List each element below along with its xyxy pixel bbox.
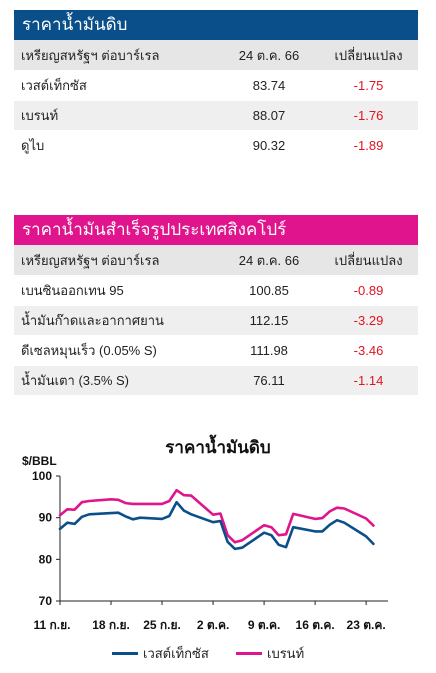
product-price: 76.11 — [253, 373, 285, 388]
series-line-wti — [58, 500, 375, 551]
product-price: 100.85 — [249, 283, 289, 298]
y-tick-label: 100 — [32, 469, 52, 483]
legend-label-brent: เบรนท์ — [267, 646, 305, 661]
legend-swatch-brent — [236, 652, 262, 655]
y-axis-unit-label: $/BBL — [22, 454, 57, 468]
x-tick-label: 11 ก.ย. — [34, 618, 71, 632]
oil-price: 83.74 — [252, 78, 286, 93]
oil-price: 88.07 — [252, 108, 286, 123]
x-tick-label: 9 ต.ค. — [248, 618, 281, 632]
product-change: -3.29 — [353, 313, 384, 328]
table-row: น้ำมันเตา (3.5% S) 76.11 -1.14 — [14, 366, 418, 396]
y-tick-label: 70 — [39, 594, 53, 608]
x-tick-label: 2 ต.ค. — [197, 618, 230, 632]
oil-change: -1.76 — [353, 108, 384, 123]
header-date: 24 ต.ค. 66 — [238, 252, 300, 268]
product-name: น้ำมันเตา (3.5% S) — [21, 373, 130, 388]
legend-label-wti: เวสต์เท็กซัส — [143, 646, 209, 661]
crude-oil-price-panel: ราคาน้ำมันดิบ เหรียญสหรัฐฯ ต่อบาร์เรล 24… — [14, 10, 418, 161]
chart-legend: เวสต์เท็กซัส เบรนท์ — [0, 643, 436, 663]
product-price: 112.15 — [249, 313, 289, 328]
crude-oil-header-row: เหรียญสหรัฐฯ ต่อบาร์เรล 24 ต.ค. 66 เปลี่… — [14, 40, 418, 71]
product-change: -1.14 — [353, 373, 384, 388]
singapore-header-row: เหรียญสหรัฐฯ ต่อบาร์เรล 24 ต.ค. 66 เปลี่… — [14, 245, 418, 276]
table-row: เวสต์เท็กซัส 83.74 -1.75 — [14, 71, 418, 101]
x-tick-label: 25 ก.ย. — [143, 618, 181, 632]
table-row: เบนซินออกเทน 95 100.85 -0.89 — [14, 276, 418, 306]
oil-price: 90.32 — [252, 138, 286, 153]
crude-oil-title: ราคาน้ำมันดิบ — [14, 10, 418, 40]
line-chart-svg: 70 80 90 100 11 ก.ย. 18 ก.ย. 25 ก.ย. 2 ต.ค. 9 ต.… — [32, 469, 388, 632]
product-change: -0.89 — [353, 283, 384, 298]
table-row: ดูไบ 90.32 -1.89 — [14, 131, 418, 161]
x-tick-label: 16 ต.ค. — [296, 618, 335, 632]
legend-item-brent: เบรนท์ — [236, 643, 304, 664]
header-change: เปลี่ยนแปลง — [334, 47, 403, 63]
singapore-product-price-panel: ราคาน้ำมันสำเร็จรูปประเทศสิงคโปร์ เหรียญ… — [14, 215, 418, 396]
crude-oil-price-chart: 70 80 90 100 11 ก.ย. 18 ก.ย. 25 ก.ย. 2 ต.ค. 9 ต.… — [0, 425, 436, 673]
oil-change: -1.89 — [353, 138, 384, 153]
oil-name: เบรนท์ — [21, 108, 59, 123]
table-row: น้ำมันก๊าดและอากาศยาน 112.15 -3.29 — [14, 306, 418, 336]
y-tick-label: 90 — [39, 511, 53, 525]
oil-name: ดูไบ — [21, 138, 45, 153]
chart-title: ราคาน้ำมันดิบ — [165, 438, 271, 457]
y-tick-label: 80 — [39, 552, 53, 566]
header-date: 24 ต.ค. 66 — [238, 47, 300, 63]
legend-item-wti: เวสต์เท็กซัส — [112, 643, 209, 664]
table-row: ดีเซลหมุนเร็ว (0.05% S) 111.98 -3.46 — [14, 336, 418, 366]
legend-swatch-wti — [112, 652, 138, 655]
header-unit: เหรียญสหรัฐฯ ต่อบาร์เรล — [21, 252, 160, 268]
header-unit: เหรียญสหรัฐฯ ต่อบาร์เรล — [21, 47, 160, 63]
singapore-title: ราคาน้ำมันสำเร็จรูปประเทศสิงคโปร์ — [14, 215, 418, 245]
x-tick-label: 18 ก.ย. — [92, 618, 130, 632]
oil-change: -1.75 — [353, 78, 384, 93]
header-change: เปลี่ยนแปลง — [334, 252, 403, 268]
series-line-brent — [58, 488, 375, 544]
product-change: -3.46 — [353, 343, 384, 358]
x-tick-label: 23 ต.ค. — [347, 618, 386, 632]
table-row: เบรนท์ 88.07 -1.76 — [14, 101, 418, 131]
product-name: น้ำมันก๊าดและอากาศยาน — [21, 313, 164, 328]
product-name: ดีเซลหมุนเร็ว (0.05% S) — [21, 343, 157, 358]
product-price: 111.98 — [250, 343, 288, 358]
product-name: เบนซินออกเทน 95 — [21, 283, 124, 298]
oil-name: เวสต์เท็กซัส — [21, 78, 87, 93]
